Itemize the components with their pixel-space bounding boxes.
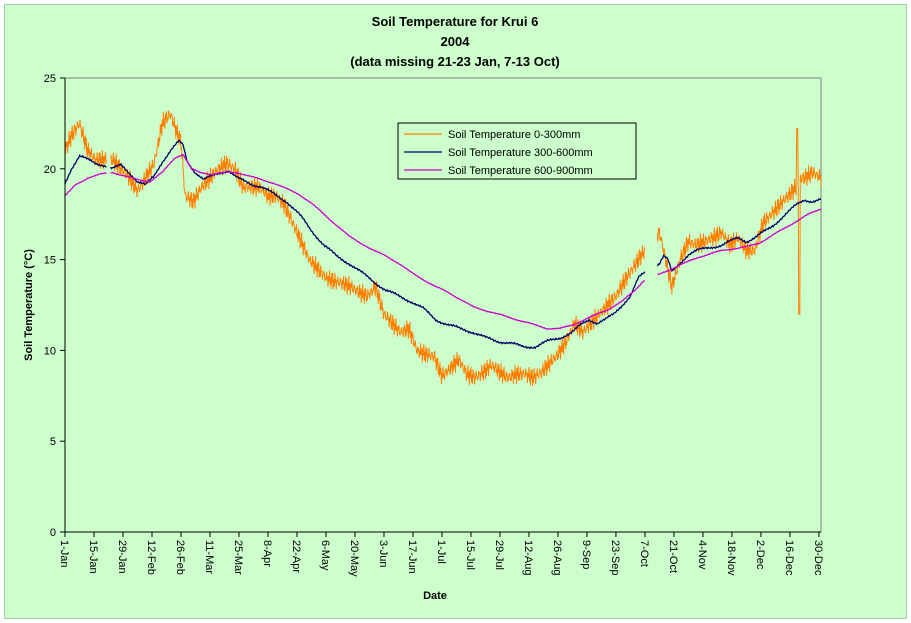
x-tick-label: 20-May xyxy=(348,540,360,577)
y-tick-label: 5 xyxy=(50,436,56,448)
legend-label-3: Soil Temperature 600-900mm xyxy=(448,165,593,177)
x-tick-label: 29-Jul xyxy=(493,540,505,570)
x-tick-label: 15-Jul xyxy=(464,540,476,570)
chart-area xyxy=(4,4,907,619)
y-tick-label: 15 xyxy=(44,255,56,267)
x-tick-label: 25-Mar xyxy=(232,540,244,575)
x-tick-label: 12-Aug xyxy=(522,540,534,575)
x-tick-label: 26-Aug xyxy=(551,540,563,575)
x-tick-label: 6-May xyxy=(319,540,331,571)
series-layer xyxy=(64,110,822,386)
y-tick-label: 0 xyxy=(50,527,56,539)
legend: Soil Temperature 0-300mm Soil Temperature… xyxy=(397,122,637,180)
axes xyxy=(64,78,821,533)
x-tick-label: 17-Jun xyxy=(406,540,418,574)
chart-title-line-2: 2004 xyxy=(441,34,471,49)
x-tick-label: 30-Dec xyxy=(812,540,824,576)
x-tick-label: 8-Apr xyxy=(261,540,273,567)
series-line-3 xyxy=(64,154,822,331)
x-tick-label: 3-Jun xyxy=(377,540,389,568)
chart-title-line-3: (data missing 21-23 Jan, 7-13 Oct) xyxy=(350,54,560,69)
y-tick-label: 10 xyxy=(44,345,56,357)
x-tick-label: 16-Dec xyxy=(783,540,795,576)
legend-label-2: Soil Temperature 300-600mm xyxy=(448,147,593,159)
x-tick-label: 7-Oct xyxy=(638,540,650,567)
y-ticks: 0 5 10 15 20 25 xyxy=(44,73,65,539)
x-tick-label: 4-Nov xyxy=(696,540,708,570)
y-tick-label: 20 xyxy=(44,164,56,176)
x-tick-label: 2-Dec xyxy=(754,540,766,570)
legend-label-1: Soil Temperature 0-300mm xyxy=(448,129,580,141)
x-tick-label: 22-Apr xyxy=(290,540,302,573)
series-line-2 xyxy=(64,139,822,350)
x-tick-label: 26-Feb xyxy=(174,540,186,575)
x-ticks: 1-Jan 15-Jan 29-Jan 12-Feb 26-Feb 11-Mar 25-Ma… xyxy=(58,532,824,577)
y-tick-label: 25 xyxy=(44,73,56,85)
y-axis-title: Soil Temperature (°C) xyxy=(23,249,35,361)
x-tick-label: 23-Sep xyxy=(609,540,621,575)
x-tick-label: 1-Jan xyxy=(58,540,70,568)
x-tick-label: 1-Jul xyxy=(435,540,447,564)
x-tick-label: 9-Sep xyxy=(580,540,592,569)
x-tick-label: 21-Oct xyxy=(667,540,679,573)
x-tick-label: 29-Jan xyxy=(116,540,128,574)
chart-title-line-1: Soil Temperature for Krui 6 xyxy=(372,14,539,29)
chart-title: Soil Temperature for Krui 6 2004 (data m… xyxy=(350,14,560,69)
x-tick-label: 12-Feb xyxy=(145,540,157,575)
x-tick-label: 15-Jan xyxy=(87,540,99,574)
x-tick-label: 18-Nov xyxy=(725,540,737,576)
x-axis-title: Date xyxy=(423,590,447,602)
x-tick-label: 11-Mar xyxy=(203,540,215,574)
series-line-1 xyxy=(64,110,822,386)
